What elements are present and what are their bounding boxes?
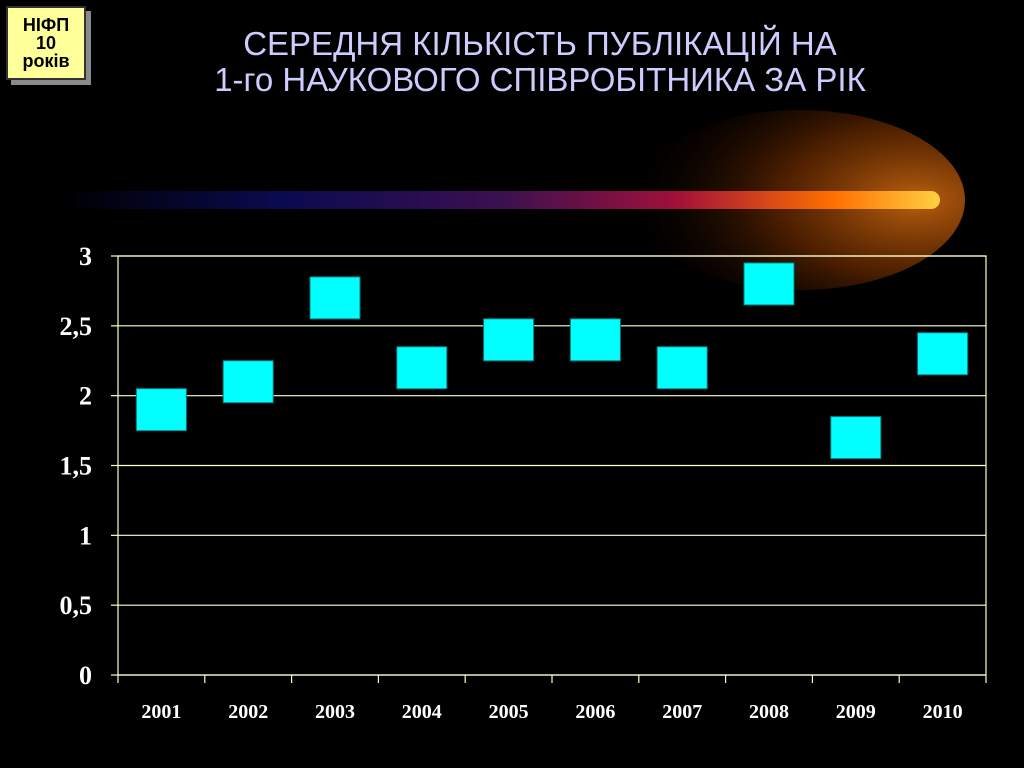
x-tick-label: 2003 (315, 701, 355, 723)
data-point (917, 332, 969, 376)
y-tick-label: 1 (79, 521, 92, 550)
data-point (483, 318, 535, 362)
x-tick-label: 2001 (141, 701, 181, 723)
beam-bar (60, 191, 940, 209)
x-tick-label: 2005 (489, 701, 529, 723)
x-tick-label: 2007 (662, 701, 702, 723)
decorative-beam (60, 110, 965, 290)
y-tick-label: 2 (79, 382, 92, 411)
x-tick-label: 2008 (749, 701, 789, 723)
badge-line-1: НІФП (22, 15, 70, 35)
data-point (830, 416, 882, 460)
data-point (743, 262, 795, 306)
y-tick-label: 3 (79, 242, 92, 271)
title-line-2: 1-го НАУКОВОГО СПІВРОБІТНИКА ЗА РІК (214, 61, 866, 98)
badge-line-2: 10 (35, 33, 57, 53)
data-point (656, 346, 708, 390)
title-line-1: СЕРЕДНЯ КІЛЬКІСТЬ ПУБЛІКАЦІЙ НА (243, 25, 837, 62)
x-tick-label: 2002 (228, 701, 268, 723)
badge-line-3: років (22, 51, 70, 71)
y-tick-label: 1,5 (60, 452, 93, 481)
data-point (396, 346, 448, 390)
x-tick-label: 2010 (923, 701, 963, 723)
data-point (222, 360, 274, 404)
y-tick-label: 0 (79, 661, 92, 690)
data-point (135, 388, 187, 432)
plot-area: 0 0,5 1 1,5 2 2,5 3 2001 2002 2003 2004 2005 2006 200… (60, 242, 987, 723)
x-tick-label: 2006 (575, 701, 615, 723)
x-tick-label: 2004 (402, 701, 442, 723)
y-tick-label: 2,5 (60, 312, 93, 341)
data-point (309, 276, 361, 320)
x-tick-label: 2009 (836, 701, 876, 723)
logo-badge: НІФП 10 років (6, 6, 86, 80)
data-point (569, 318, 621, 362)
y-tick-label: 0,5 (60, 591, 93, 620)
slide-title: СЕРЕДНЯ КІЛЬКІСТЬ ПУБЛІКАЦІЙ НА 1-го НАУ… (100, 26, 980, 98)
